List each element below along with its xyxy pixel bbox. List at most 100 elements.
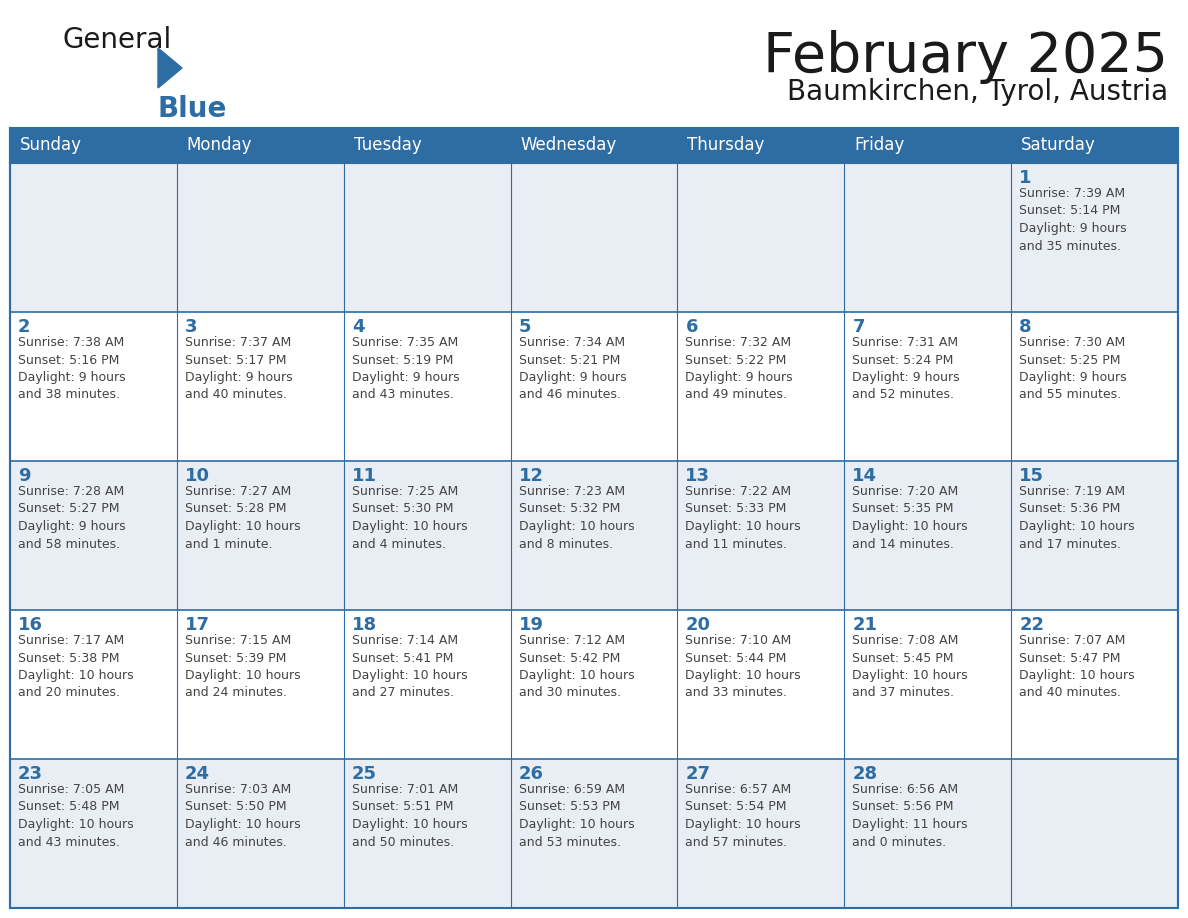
- Bar: [1011, 461, 1178, 610]
- Text: Sunrise: 7:22 AM
Sunset: 5:33 PM
Daylight: 10 hours
and 11 minutes.: Sunrise: 7:22 AM Sunset: 5:33 PM Dayligh…: [685, 485, 801, 551]
- Text: Tuesday: Tuesday: [354, 137, 422, 154]
- Text: Sunrise: 7:19 AM
Sunset: 5:36 PM
Daylight: 10 hours
and 17 minutes.: Sunrise: 7:19 AM Sunset: 5:36 PM Dayligh…: [1019, 485, 1135, 551]
- Bar: [511, 163, 677, 312]
- Text: Sunrise: 7:07 AM
Sunset: 5:47 PM
Daylight: 10 hours
and 40 minutes.: Sunrise: 7:07 AM Sunset: 5:47 PM Dayligh…: [1019, 634, 1135, 700]
- Text: Sunrise: 6:56 AM
Sunset: 5:56 PM
Daylight: 11 hours
and 0 minutes.: Sunrise: 6:56 AM Sunset: 5:56 PM Dayligh…: [852, 783, 968, 848]
- Text: 1: 1: [1019, 169, 1031, 187]
- Text: Sunrise: 7:14 AM
Sunset: 5:41 PM
Daylight: 10 hours
and 27 minutes.: Sunrise: 7:14 AM Sunset: 5:41 PM Dayligh…: [352, 634, 467, 700]
- Text: 8: 8: [1019, 318, 1031, 336]
- Bar: [845, 461, 1011, 610]
- Text: Sunrise: 7:23 AM
Sunset: 5:32 PM
Daylight: 10 hours
and 8 minutes.: Sunrise: 7:23 AM Sunset: 5:32 PM Dayligh…: [519, 485, 634, 551]
- Text: General: General: [62, 26, 171, 54]
- Text: Sunrise: 7:37 AM
Sunset: 5:17 PM
Daylight: 9 hours
and 40 minutes.: Sunrise: 7:37 AM Sunset: 5:17 PM Dayligh…: [185, 336, 292, 401]
- Bar: [1011, 759, 1178, 908]
- Text: Friday: Friday: [854, 137, 904, 154]
- Text: Sunrise: 7:28 AM
Sunset: 5:27 PM
Daylight: 9 hours
and 58 minutes.: Sunrise: 7:28 AM Sunset: 5:27 PM Dayligh…: [18, 485, 126, 551]
- Text: Sunrise: 7:08 AM
Sunset: 5:45 PM
Daylight: 10 hours
and 37 minutes.: Sunrise: 7:08 AM Sunset: 5:45 PM Dayligh…: [852, 634, 968, 700]
- Text: Thursday: Thursday: [688, 137, 765, 154]
- Bar: [1011, 610, 1178, 759]
- Text: 2: 2: [18, 318, 31, 336]
- Text: Sunday: Sunday: [20, 137, 82, 154]
- Bar: [10, 128, 1178, 908]
- Bar: [511, 461, 677, 610]
- Text: 3: 3: [185, 318, 197, 336]
- Text: Sunrise: 7:12 AM
Sunset: 5:42 PM
Daylight: 10 hours
and 30 minutes.: Sunrise: 7:12 AM Sunset: 5:42 PM Dayligh…: [519, 634, 634, 700]
- Bar: [10, 128, 1178, 163]
- Text: Sunrise: 7:25 AM
Sunset: 5:30 PM
Daylight: 10 hours
and 4 minutes.: Sunrise: 7:25 AM Sunset: 5:30 PM Dayligh…: [352, 485, 467, 551]
- Text: Wednesday: Wednesday: [520, 137, 617, 154]
- Text: Sunrise: 7:39 AM
Sunset: 5:14 PM
Daylight: 9 hours
and 35 minutes.: Sunrise: 7:39 AM Sunset: 5:14 PM Dayligh…: [1019, 187, 1126, 252]
- Bar: [1011, 163, 1178, 312]
- Text: Sunrise: 6:57 AM
Sunset: 5:54 PM
Daylight: 10 hours
and 57 minutes.: Sunrise: 6:57 AM Sunset: 5:54 PM Dayligh…: [685, 783, 801, 848]
- Bar: [343, 610, 511, 759]
- Bar: [845, 610, 1011, 759]
- Bar: [845, 163, 1011, 312]
- Text: Sunrise: 7:27 AM
Sunset: 5:28 PM
Daylight: 10 hours
and 1 minute.: Sunrise: 7:27 AM Sunset: 5:28 PM Dayligh…: [185, 485, 301, 551]
- Text: 25: 25: [352, 765, 377, 783]
- Bar: [677, 312, 845, 461]
- Text: 18: 18: [352, 616, 377, 634]
- Text: 5: 5: [519, 318, 531, 336]
- Text: 13: 13: [685, 467, 710, 485]
- Text: 15: 15: [1019, 467, 1044, 485]
- Bar: [677, 610, 845, 759]
- Bar: [10, 312, 177, 461]
- Bar: [177, 163, 343, 312]
- Text: Sunrise: 7:30 AM
Sunset: 5:25 PM
Daylight: 9 hours
and 55 minutes.: Sunrise: 7:30 AM Sunset: 5:25 PM Dayligh…: [1019, 336, 1126, 401]
- Text: 21: 21: [852, 616, 877, 634]
- Bar: [10, 163, 177, 312]
- Text: 10: 10: [185, 467, 210, 485]
- Text: 14: 14: [852, 467, 877, 485]
- Bar: [511, 312, 677, 461]
- Text: February 2025: February 2025: [763, 30, 1168, 84]
- Text: 20: 20: [685, 616, 710, 634]
- Text: 4: 4: [352, 318, 365, 336]
- Bar: [845, 759, 1011, 908]
- Bar: [177, 461, 343, 610]
- Text: 9: 9: [18, 467, 31, 485]
- Bar: [177, 312, 343, 461]
- Bar: [343, 163, 511, 312]
- Bar: [1011, 312, 1178, 461]
- Text: Sunrise: 7:38 AM
Sunset: 5:16 PM
Daylight: 9 hours
and 38 minutes.: Sunrise: 7:38 AM Sunset: 5:16 PM Dayligh…: [18, 336, 126, 401]
- Bar: [511, 610, 677, 759]
- Text: Sunrise: 7:35 AM
Sunset: 5:19 PM
Daylight: 9 hours
and 43 minutes.: Sunrise: 7:35 AM Sunset: 5:19 PM Dayligh…: [352, 336, 460, 401]
- Text: 19: 19: [519, 616, 544, 634]
- Text: Sunrise: 7:15 AM
Sunset: 5:39 PM
Daylight: 10 hours
and 24 minutes.: Sunrise: 7:15 AM Sunset: 5:39 PM Dayligh…: [185, 634, 301, 700]
- Text: Monday: Monday: [187, 137, 252, 154]
- Text: Sunrise: 7:05 AM
Sunset: 5:48 PM
Daylight: 10 hours
and 43 minutes.: Sunrise: 7:05 AM Sunset: 5:48 PM Dayligh…: [18, 783, 133, 848]
- Bar: [677, 461, 845, 610]
- Text: Sunrise: 7:20 AM
Sunset: 5:35 PM
Daylight: 10 hours
and 14 minutes.: Sunrise: 7:20 AM Sunset: 5:35 PM Dayligh…: [852, 485, 968, 551]
- Text: 22: 22: [1019, 616, 1044, 634]
- Text: Sunrise: 7:17 AM
Sunset: 5:38 PM
Daylight: 10 hours
and 20 minutes.: Sunrise: 7:17 AM Sunset: 5:38 PM Dayligh…: [18, 634, 133, 700]
- Bar: [10, 759, 177, 908]
- Text: 24: 24: [185, 765, 210, 783]
- Text: Sunrise: 7:34 AM
Sunset: 5:21 PM
Daylight: 9 hours
and 46 minutes.: Sunrise: 7:34 AM Sunset: 5:21 PM Dayligh…: [519, 336, 626, 401]
- Text: Blue: Blue: [158, 95, 227, 123]
- Text: Sunrise: 7:10 AM
Sunset: 5:44 PM
Daylight: 10 hours
and 33 minutes.: Sunrise: 7:10 AM Sunset: 5:44 PM Dayligh…: [685, 634, 801, 700]
- Text: Saturday: Saturday: [1022, 137, 1095, 154]
- Text: 28: 28: [852, 765, 878, 783]
- Text: 16: 16: [18, 616, 43, 634]
- Text: 26: 26: [519, 765, 544, 783]
- Text: 7: 7: [852, 318, 865, 336]
- Text: 11: 11: [352, 467, 377, 485]
- Bar: [677, 163, 845, 312]
- Text: 12: 12: [519, 467, 544, 485]
- Text: Sunrise: 7:01 AM
Sunset: 5:51 PM
Daylight: 10 hours
and 50 minutes.: Sunrise: 7:01 AM Sunset: 5:51 PM Dayligh…: [352, 783, 467, 848]
- Bar: [10, 610, 177, 759]
- Bar: [677, 759, 845, 908]
- Text: Baumkirchen, Tyrol, Austria: Baumkirchen, Tyrol, Austria: [786, 78, 1168, 106]
- Bar: [343, 312, 511, 461]
- Text: 27: 27: [685, 765, 710, 783]
- Text: Sunrise: 6:59 AM
Sunset: 5:53 PM
Daylight: 10 hours
and 53 minutes.: Sunrise: 6:59 AM Sunset: 5:53 PM Dayligh…: [519, 783, 634, 848]
- Text: Sunrise: 7:32 AM
Sunset: 5:22 PM
Daylight: 9 hours
and 49 minutes.: Sunrise: 7:32 AM Sunset: 5:22 PM Dayligh…: [685, 336, 794, 401]
- Bar: [177, 610, 343, 759]
- Bar: [511, 759, 677, 908]
- Bar: [845, 312, 1011, 461]
- Bar: [343, 461, 511, 610]
- Text: 23: 23: [18, 765, 43, 783]
- Text: Sunrise: 7:31 AM
Sunset: 5:24 PM
Daylight: 9 hours
and 52 minutes.: Sunrise: 7:31 AM Sunset: 5:24 PM Dayligh…: [852, 336, 960, 401]
- Bar: [10, 461, 177, 610]
- Text: 17: 17: [185, 616, 210, 634]
